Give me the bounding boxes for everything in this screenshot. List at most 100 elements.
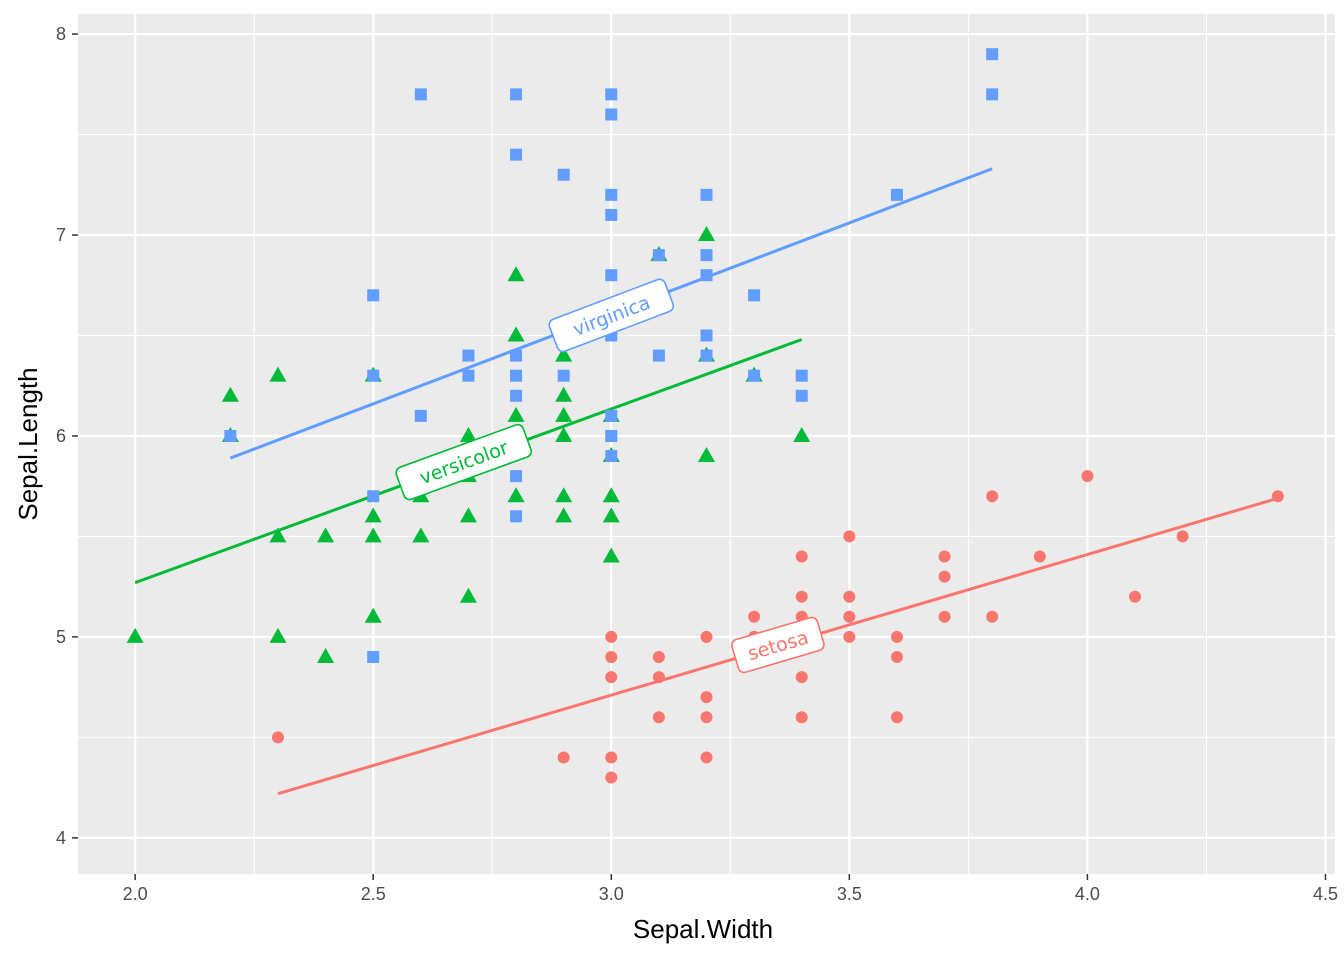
axis-ticks	[72, 33, 1327, 880]
point-setosa	[795, 671, 808, 684]
line-label-box-setosa	[731, 616, 825, 674]
point-setosa	[1271, 490, 1284, 503]
point-versicolor	[698, 226, 715, 242]
point-virginica	[795, 369, 808, 382]
point-virginica	[462, 349, 475, 362]
point-virginica	[510, 148, 523, 161]
point-virginica	[700, 249, 713, 262]
point-versicolor	[555, 386, 573, 402]
point-virginica	[605, 108, 618, 121]
y-tick-label: 8	[56, 24, 66, 44]
point-virginica	[557, 369, 570, 382]
point-virginica	[605, 269, 618, 282]
point-versicolor	[555, 406, 573, 422]
point-setosa	[843, 590, 856, 603]
x-tick-label: 2.0	[123, 884, 148, 904]
point-setosa	[557, 751, 570, 764]
point-virginica	[700, 188, 713, 201]
line-label-box-virginica	[548, 278, 675, 353]
point-setosa	[652, 711, 665, 724]
y-tick-label: 5	[56, 627, 66, 647]
point-virginica	[795, 389, 808, 402]
point-setosa	[795, 550, 808, 563]
x-tick-label: 2.5	[361, 884, 386, 904]
point-versicolor	[507, 266, 525, 282]
point-virginica	[700, 329, 713, 342]
x-tick-label: 4.0	[1075, 884, 1100, 904]
point-setosa	[700, 711, 713, 724]
point-versicolor	[364, 607, 382, 623]
y-tick-label: 4	[56, 828, 66, 848]
point-setosa	[795, 711, 808, 724]
data-points	[126, 48, 1284, 784]
point-setosa	[605, 771, 618, 784]
point-virginica	[367, 289, 380, 302]
point-setosa	[700, 630, 713, 643]
point-versicolor	[269, 366, 287, 382]
point-virginica	[367, 490, 380, 503]
point-setosa	[700, 691, 713, 704]
point-setosa	[938, 610, 951, 623]
point-virginica	[700, 269, 713, 282]
x-tick-label: 4.5	[1313, 884, 1338, 904]
point-virginica	[510, 369, 523, 382]
point-versicolor	[602, 547, 620, 563]
point-versicolor	[221, 386, 239, 402]
point-setosa	[1081, 470, 1094, 483]
point-virginica	[986, 88, 999, 101]
point-setosa	[986, 610, 999, 623]
point-versicolor	[317, 647, 335, 663]
point-setosa	[890, 711, 903, 724]
point-virginica	[510, 88, 523, 101]
point-virginica	[367, 369, 380, 382]
point-virginica	[224, 429, 237, 442]
x-axis-title: Sepal.Width	[633, 914, 773, 944]
point-versicolor	[459, 426, 477, 442]
point-virginica	[510, 510, 523, 523]
point-versicolor	[793, 426, 811, 442]
point-setosa	[890, 650, 903, 663]
point-versicolor	[555, 507, 573, 523]
point-versicolor	[269, 627, 287, 643]
point-setosa	[1176, 530, 1189, 543]
point-virginica	[510, 389, 523, 402]
point-versicolor	[602, 507, 620, 523]
plot-panel	[78, 14, 1335, 874]
point-setosa	[605, 650, 618, 663]
point-virginica	[605, 88, 618, 101]
point-versicolor	[555, 487, 573, 503]
point-versicolor	[364, 507, 382, 523]
x-tick-label: 3.5	[837, 884, 862, 904]
point-versicolor	[459, 507, 477, 523]
point-virginica	[605, 188, 618, 201]
point-versicolor	[126, 627, 144, 643]
point-virginica	[510, 470, 523, 483]
point-versicolor	[269, 527, 287, 543]
point-virginica	[986, 48, 999, 61]
point-setosa	[605, 630, 618, 643]
point-setosa	[748, 610, 761, 623]
point-setosa	[795, 590, 808, 603]
point-virginica	[557, 168, 570, 181]
point-setosa	[986, 490, 999, 503]
point-virginica	[367, 650, 380, 663]
point-virginica	[890, 188, 903, 201]
point-versicolor	[507, 487, 525, 503]
point-virginica	[605, 208, 618, 221]
point-versicolor	[317, 527, 335, 543]
tick-labels: 2.0 2.5 3.0 3.5 4.0 4.5 4 5 6 7 8	[56, 24, 1338, 904]
point-virginica	[652, 249, 665, 262]
major-gridlines	[78, 14, 1335, 874]
point-virginica	[414, 409, 427, 422]
point-versicolor	[602, 487, 620, 503]
point-virginica	[652, 349, 665, 362]
point-versicolor	[698, 447, 715, 463]
point-versicolor	[412, 527, 430, 543]
point-setosa	[938, 550, 951, 563]
point-versicolor	[555, 426, 573, 442]
point-virginica	[748, 289, 761, 302]
point-setosa	[605, 751, 618, 764]
point-setosa	[605, 671, 618, 684]
point-setosa	[1033, 550, 1046, 563]
